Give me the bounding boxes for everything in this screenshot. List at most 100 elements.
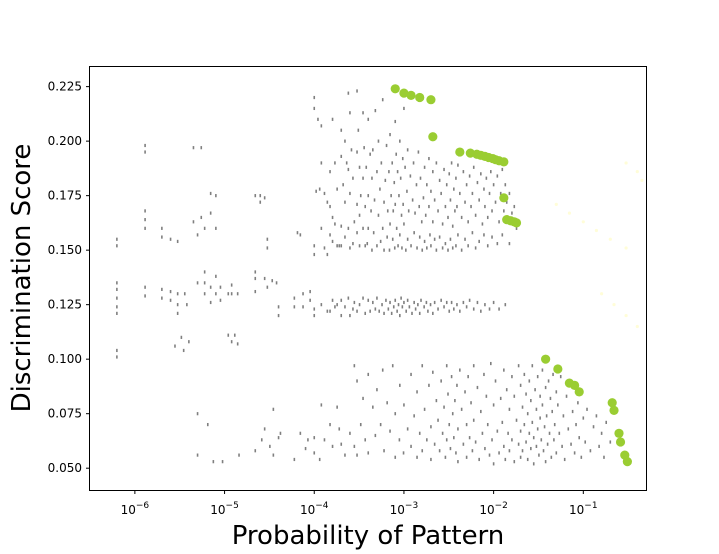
all-patterns-point-360 [437,307,439,311]
all-patterns-point-367 [440,379,442,383]
all-patterns-point-464 [486,215,489,220]
all-patterns-point-409 [457,427,459,431]
all-patterns-point-358 [435,399,438,403]
all-patterns-point-244 [386,209,389,213]
all-patterns-point-380 [445,438,448,442]
all-patterns-point-369 [441,246,444,250]
all-patterns-point-249 [389,222,391,226]
faint-trail-point-10 [624,161,628,165]
all-patterns-point-584 [598,444,600,448]
all-patterns-point-306 [412,161,415,165]
all-patterns-point-148 [340,298,343,302]
all-patterns-point-60 [230,283,233,287]
all-patterns-point-499 [505,388,508,392]
all-patterns-point-356 [435,161,438,165]
all-patterns-point-98 [304,446,307,451]
all-patterns-point-265 [394,455,397,459]
all-patterns-point-324 [420,220,423,224]
all-patterns-point-258 [392,305,395,309]
all-patterns-point-31 [186,303,188,307]
all-patterns-point-91 [293,305,296,309]
all-patterns-point-94 [299,233,302,237]
all-patterns-point-501 [507,431,509,435]
all-patterns-point-516 [519,383,522,387]
x-tick-label-0: 10−6 [121,501,150,517]
all-patterns-point-69 [254,276,257,281]
all-patterns-point-202 [367,194,370,198]
all-patterns-point-416 [460,407,463,411]
faint-trail-point-0 [554,202,558,206]
x-tick-label-5: 10−1 [569,501,598,517]
all-patterns-point-569 [567,427,570,431]
all-patterns-point-201 [367,117,370,121]
all-patterns-point-0 [116,237,118,241]
all-patterns-point-520 [521,449,524,453]
all-patterns-point-155 [344,305,346,309]
all-patterns-point-78 [266,237,269,241]
all-patterns-point-573 [573,451,576,455]
all-patterns-point-579 [584,440,587,444]
all-patterns-point-503 [508,242,511,246]
all-patterns-point-463 [485,394,488,398]
all-patterns-point-451 [480,172,482,176]
all-patterns-point-15 [144,294,146,298]
all-patterns-point-421 [464,237,466,241]
all-patterns-point-146 [340,224,343,228]
all-patterns-point-110 [315,189,317,193]
all-patterns-point-484 [498,220,500,224]
all-patterns-point-527 [528,379,531,383]
all-patterns-point-577 [580,455,583,459]
all-patterns-point-366 [440,298,442,302]
all-patterns-point-466 [486,422,489,427]
all-patterns-point-205 [367,372,370,377]
all-patterns-point-5 [116,305,118,309]
all-patterns-point-415 [460,248,463,252]
all-patterns-point-57 [221,460,224,464]
all-patterns-point-467 [488,191,491,196]
all-patterns-point-347 [430,457,432,462]
all-patterns-point-208 [369,309,371,313]
all-patterns-point-193 [362,396,364,401]
all-patterns-point-159 [347,167,350,172]
all-patterns-point-80 [266,285,269,289]
all-patterns-point-29 [182,348,185,353]
faint-trail-point-1 [567,211,572,215]
all-patterns-point-275 [399,233,401,237]
all-patterns-point-171 [353,220,356,224]
all-patterns-point-465 [486,244,489,248]
all-patterns-point-97 [302,305,304,309]
all-patterns-point-486 [498,451,500,455]
all-patterns-point-450 [478,457,480,462]
all-patterns-point-492 [503,209,505,213]
all-patterns-point-245 [387,307,390,311]
all-patterns-point-496 [504,303,507,307]
all-patterns-point-167 [350,148,353,152]
all-patterns-point-86 [277,305,280,309]
all-patterns-point-130 [331,117,334,121]
all-patterns-point-423 [465,183,468,187]
all-patterns-point-512 [515,226,518,230]
all-patterns-point-28 [180,335,183,339]
all-patterns-point-213 [372,300,374,305]
all-patterns-point-7 [116,348,118,353]
all-patterns-point-145 [340,154,343,158]
all-patterns-point-371 [443,167,445,172]
all-patterns-point-442 [474,213,477,217]
all-patterns-point-506 [511,211,513,215]
all-patterns-point-286 [403,106,405,111]
all-patterns-point-311 [414,307,417,311]
all-patterns-point-400 [454,399,456,403]
all-patterns-point-255 [391,237,394,241]
all-patterns-point-228 [379,239,382,244]
all-patterns-point-106 [313,307,316,311]
all-patterns-point-582 [592,425,595,429]
all-patterns-point-336 [426,246,428,250]
all-patterns-point-114 [320,124,323,128]
all-patterns-point-52 [215,226,217,230]
all-patterns-point-162 [349,111,351,115]
all-patterns-point-575 [577,401,579,405]
all-patterns-point-401 [455,176,457,180]
all-patterns-point-308 [413,300,415,305]
all-patterns-point-534 [532,462,535,466]
all-patterns-point-207 [369,152,371,156]
